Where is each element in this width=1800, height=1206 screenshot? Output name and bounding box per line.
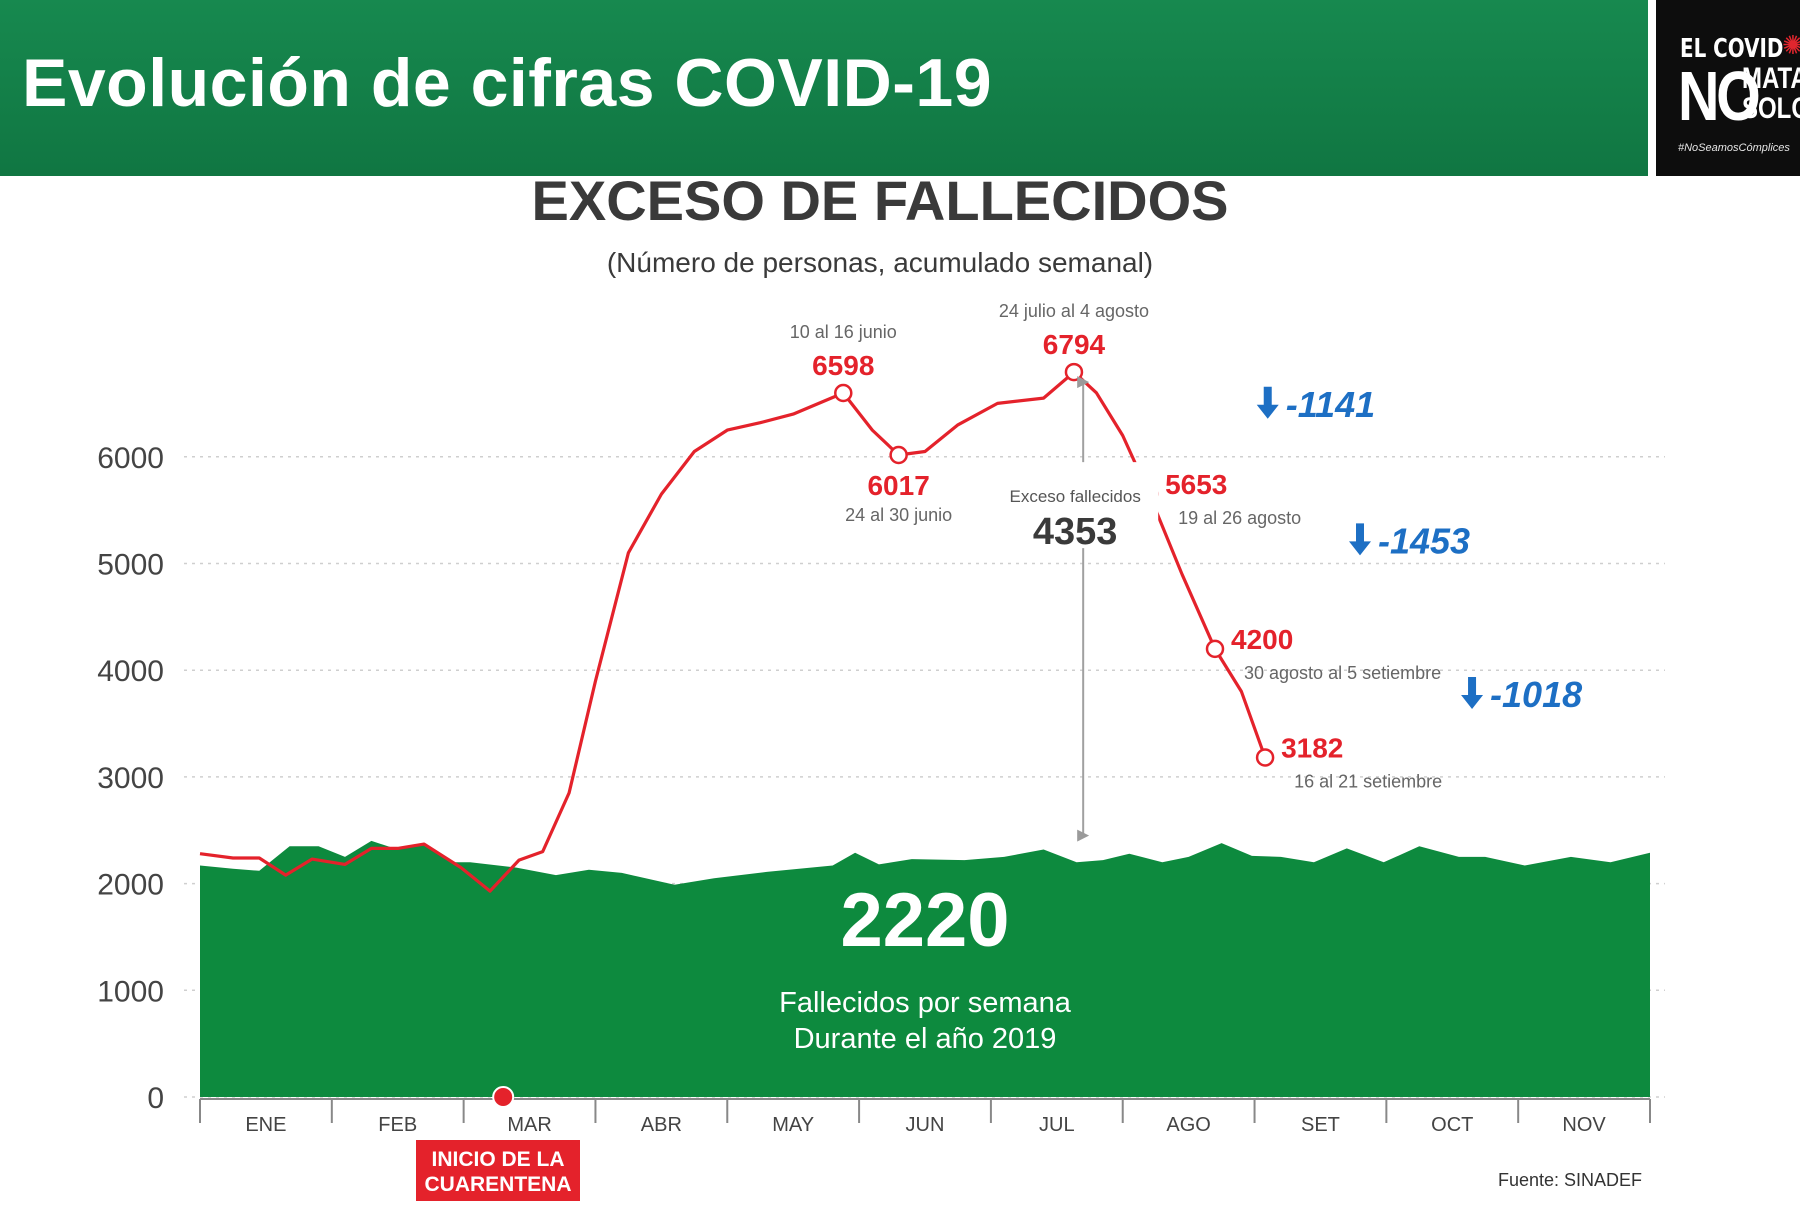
peak-marker <box>889 445 908 465</box>
logo-hashtag: #NoSeamosCómplices <box>1678 142 1790 154</box>
chart-area: EXCESO DE FALLECIDOS (Número de personas… <box>0 169 1800 1201</box>
campaign-logo: EL COVID ✺ NO MATA SOLO #NoSeamosCómplic… <box>1656 0 1800 176</box>
chart-title: EXCESO DE FALLECIDOS <box>532 176 1229 232</box>
excess-caption: Exceso fallecidos <box>1010 487 1141 506</box>
month-label: NOV <box>1562 1114 1606 1136</box>
peak-marker <box>834 383 853 403</box>
peak-value-label: 6598 <box>812 350 874 381</box>
peak-value-label: 6794 <box>1043 329 1106 360</box>
grid: 0 1000 2000 3000 4000 5000 6000 <box>97 442 1665 1115</box>
logo-line-1: EL COVID <box>1680 34 1784 64</box>
y-tick-label: 1000 <box>97 975 164 1008</box>
source-note: Fuente: SINADEF <box>1498 1170 1643 1190</box>
peak-value-label: 4200 <box>1231 624 1293 655</box>
peak-marker <box>1064 362 1084 382</box>
excess-deaths-chart: EXCESO DE FALLECIDOS (Número de personas… <box>97 169 1665 1136</box>
logo-line-3a: MATA <box>1742 62 1800 95</box>
y-tick-label: 4000 <box>97 655 164 688</box>
baseline-area: 2220 Fallecidos por semana Durante el año … <box>200 840 1650 1097</box>
drop-value: -1453 <box>1378 520 1470 561</box>
excess-label-bg <box>1008 462 1159 549</box>
month-label: ABR <box>641 1114 682 1136</box>
series-2020-line <box>199 370 1267 893</box>
peak-value-label: 5653 <box>1165 469 1227 500</box>
page-title: Evolución de cifras COVID-19 <box>22 45 993 121</box>
peak-date-label: 19 al 26 agosto <box>1178 508 1301 528</box>
logo-line-2: NO <box>1678 57 1761 135</box>
peak-marker <box>1255 748 1275 767</box>
chart-subtitle: (Número de personas, acumulado semanal) <box>607 247 1153 278</box>
y-tick-label: 0 <box>147 1082 164 1115</box>
month-label: AGO <box>1166 1114 1210 1136</box>
series-2020 <box>199 362 1275 893</box>
virus-icon: ✺ <box>1782 30 1800 60</box>
down-arrow-icon <box>1256 386 1279 419</box>
baseline-value: 2220 <box>840 878 1009 963</box>
y-tick-label: 6000 <box>97 442 164 475</box>
x-axis: ENE FEB MAR ABR MAY JUN JUL AGO SET OCT NOV <box>199 1086 1651 1136</box>
peak-date-label: 16 al 21 setiembre <box>1294 771 1442 791</box>
excess-value: 4353 <box>1033 511 1118 553</box>
logo-line-3b: SOLO <box>1742 92 1800 125</box>
peak-date-label: 30 agosto al 5 setiembre <box>1244 663 1441 683</box>
baseline-2019-area <box>200 840 1650 1097</box>
y-tick-label: 3000 <box>97 762 164 795</box>
down-arrow-icon <box>1461 677 1484 710</box>
peak-marker <box>1205 639 1225 659</box>
month-label: OCT <box>1431 1114 1473 1136</box>
header-banner: Evolución de cifras COVID-19 <box>0 0 1648 176</box>
peak-date-label: 24 al 30 junio <box>845 505 952 525</box>
month-label: MAR <box>507 1114 551 1136</box>
baseline-caption-2: Durante el año 2019 <box>794 1023 1057 1055</box>
month-label: JUN <box>906 1114 945 1136</box>
baseline-caption-1: Fallecidos por semana <box>779 987 1072 1019</box>
peak-value-label: 3182 <box>1281 732 1343 763</box>
y-tick-label: 5000 <box>97 549 164 582</box>
down-arrow-icon <box>1349 523 1371 556</box>
peak-date-label: 10 al 16 junio <box>790 322 897 342</box>
annotations: 10 al 16 junio 6598 6017 24 al 30 junio 24 j… <box>790 301 1582 842</box>
drop-value: -1141 <box>1286 384 1375 425</box>
month-label: ENE <box>245 1114 286 1136</box>
peak-value-label: 6017 <box>867 470 929 501</box>
y-tick-label: 2000 <box>97 869 164 902</box>
logo-line-3: MATA SOLO <box>1742 64 1800 124</box>
drop-value: -1018 <box>1490 674 1582 715</box>
month-label: MAY <box>772 1114 814 1136</box>
quarantine-label: INICIO DE LA CUARENTENA <box>416 1140 580 1201</box>
peak-date-label: 24 julio al 4 agosto <box>999 301 1149 321</box>
quarantine-label-line2: CUARENTENA <box>424 1173 572 1196</box>
quarantine-label-line1: INICIO DE LA <box>431 1148 565 1171</box>
quarantine-marker <box>492 1086 515 1108</box>
month-label: FEB <box>378 1114 417 1136</box>
month-label: SET <box>1301 1114 1340 1136</box>
month-label: JUL <box>1039 1114 1075 1136</box>
